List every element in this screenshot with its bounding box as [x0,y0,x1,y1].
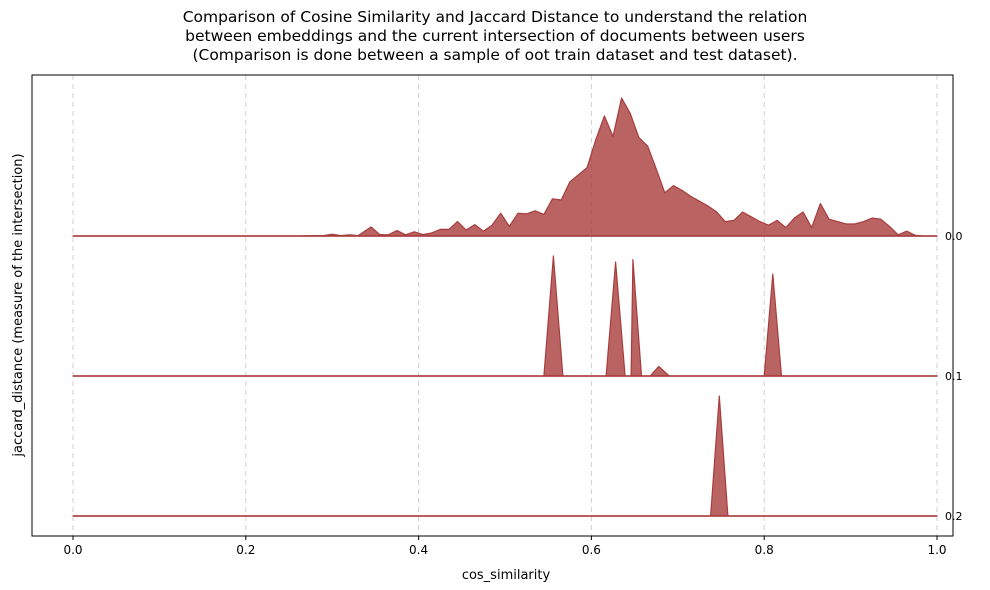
ridge-label: 0.0 [945,230,963,243]
x-axis-label: cos_similarity [462,568,551,583]
x-tick-label: 0.6 [582,543,601,557]
x-axis-ticks: 0.0 0.2 0.4 0.6 0.8 1.0 [63,536,947,557]
ridge-area-0-0 [72,97,938,237]
y-axis-label: jaccard_distance (measure of the interse… [11,153,26,457]
x-tick-label: 0.8 [755,543,774,557]
grid-lines [72,75,938,536]
x-tick-label: 1.0 [927,543,946,557]
ridge-series [72,97,938,517]
ridge-area-0-2 [72,395,938,517]
ridge-area-0-1 [72,255,938,377]
plot-frame [31,74,954,537]
chart-title: Comparison of Cosine Similarity and Jacc… [182,8,808,64]
ridge-labels: 0.0 0.1 0.2 [945,230,963,523]
ridge-label: 0.1 [945,370,963,383]
x-tick-label: 0.2 [236,543,255,557]
x-tick-label: 0.4 [409,543,428,557]
ridge-label: 0.2 [945,510,963,523]
x-tick-label: 0.0 [63,543,82,557]
